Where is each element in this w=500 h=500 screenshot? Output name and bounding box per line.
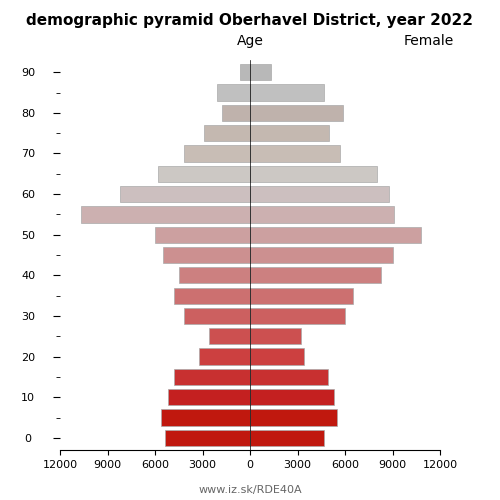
Bar <box>250 206 394 222</box>
Bar <box>250 125 329 142</box>
Bar <box>250 348 304 364</box>
Text: demographic pyramid Oberhavel District, year 2022: demographic pyramid Oberhavel District, … <box>26 12 473 28</box>
Bar <box>250 166 376 182</box>
Bar <box>163 247 250 263</box>
Bar <box>204 125 250 142</box>
Bar <box>158 166 250 182</box>
Bar <box>250 84 324 100</box>
Bar <box>168 389 250 406</box>
Bar <box>250 247 392 263</box>
Bar <box>222 104 250 121</box>
Text: www.iz.sk/RDE40A: www.iz.sk/RDE40A <box>198 485 302 495</box>
Bar <box>174 369 250 385</box>
Bar <box>200 348 250 364</box>
Bar <box>250 430 324 446</box>
Text: Female: Female <box>404 34 454 48</box>
Bar <box>162 410 250 426</box>
Bar <box>164 430 250 446</box>
Bar <box>250 104 344 121</box>
Bar <box>250 64 270 80</box>
Bar <box>179 267 250 283</box>
Bar <box>250 410 337 426</box>
Bar <box>209 328 250 344</box>
Bar <box>250 308 345 324</box>
Bar <box>250 226 421 243</box>
Bar <box>240 64 250 80</box>
Bar <box>250 328 300 344</box>
Bar <box>174 288 250 304</box>
Bar <box>250 267 382 283</box>
Bar <box>250 146 340 162</box>
Bar <box>155 226 250 243</box>
Bar <box>80 206 250 222</box>
Bar <box>250 389 334 406</box>
Bar <box>184 146 250 162</box>
Bar <box>250 369 328 385</box>
Bar <box>250 288 353 304</box>
Text: Age: Age <box>236 34 264 48</box>
Bar <box>120 186 250 202</box>
Bar <box>184 308 250 324</box>
Bar <box>250 186 390 202</box>
Bar <box>217 84 250 100</box>
